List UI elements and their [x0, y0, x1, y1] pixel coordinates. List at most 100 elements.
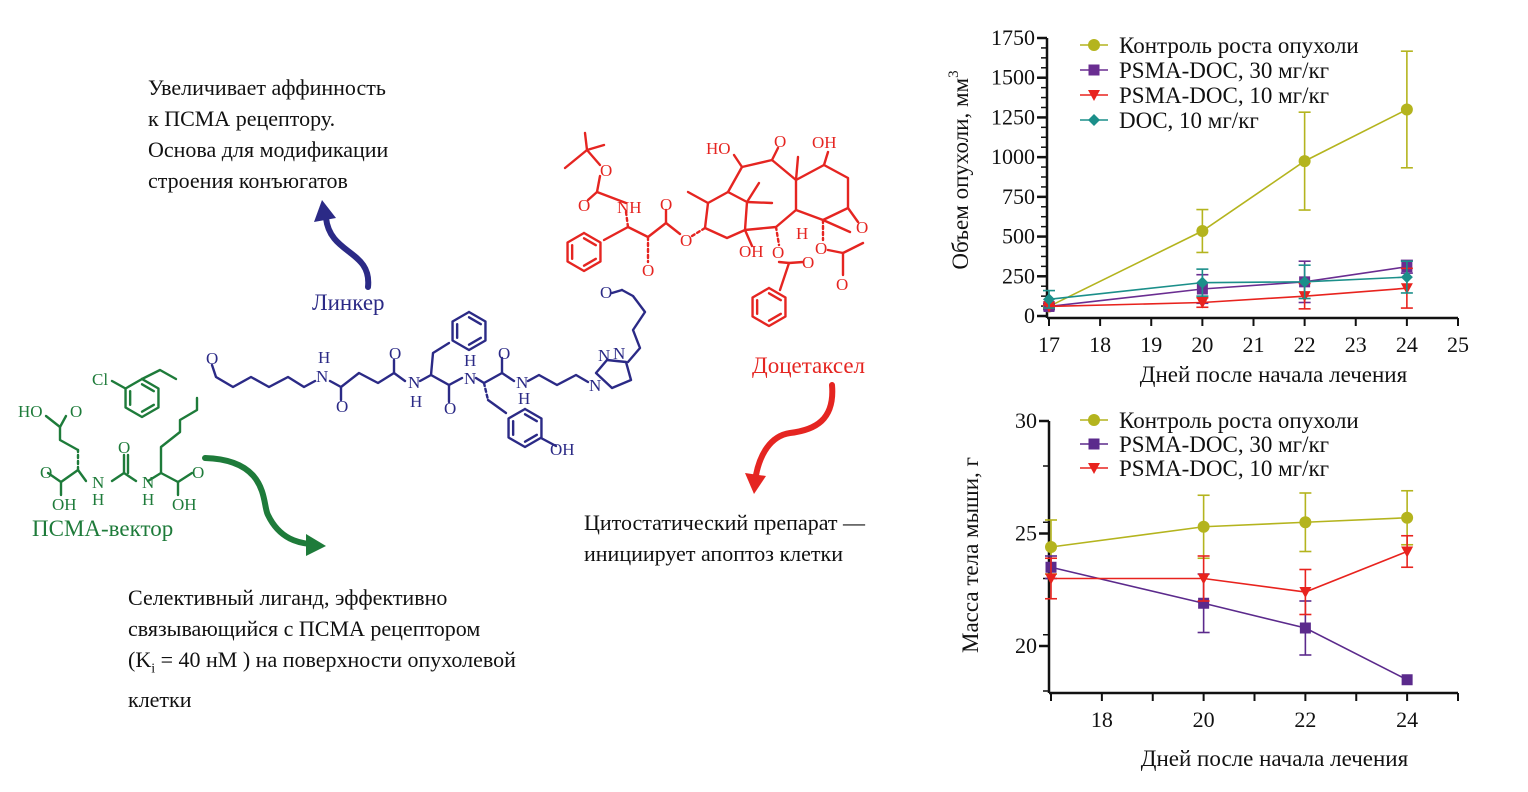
legend-label: Контроль роста опухоли [1119, 408, 1359, 433]
linker-note: Увеличивает аффинность к ПСМА рецептору.… [148, 72, 388, 196]
red-label: O [600, 161, 612, 180]
legend-label: Контроль роста опухоли [1119, 33, 1359, 58]
bond [770, 146, 780, 162]
series-line [1050, 566, 1408, 681]
navy-label: H [410, 392, 422, 411]
aromatic-bond [523, 413, 539, 423]
vector-note-line: связывающийся с ПСМА рецептором [128, 616, 481, 641]
docetaxel-arrowhead [745, 473, 766, 494]
green-label: OH [172, 495, 197, 514]
docetaxel-note-line: инициирует апоптоз клетки [584, 541, 843, 566]
bond [486, 398, 508, 415]
aromatic-bond [467, 316, 483, 326]
navy-label: N [464, 369, 476, 388]
green-label: OH [52, 495, 77, 514]
y-tick-label: 20 [1015, 633, 1037, 658]
series-1 [1045, 555, 1413, 686]
legend-item: DOC, 10 мг/кг [1080, 108, 1259, 133]
triangle-down-marker [1299, 587, 1312, 598]
bond [586, 190, 599, 202]
aromatic-bond [140, 403, 156, 413]
x-tick-label: 20 [1193, 707, 1215, 732]
navy-label: N [589, 376, 601, 395]
bond [563, 131, 589, 170]
series-line [1048, 108, 1408, 308]
green-label: H [142, 490, 154, 509]
bond [585, 143, 606, 152]
navy-label: H [518, 389, 530, 408]
bond [778, 261, 791, 292]
legend-label: PSMA-DOC, 30 мг/кг [1119, 432, 1329, 457]
bond [328, 371, 407, 389]
series-2 [1045, 534, 1414, 616]
red-label: OH [812, 133, 837, 152]
green-label: N [142, 473, 154, 492]
legend-item: PSMA-DOC, 10 мг/кг [1080, 83, 1329, 108]
bond [526, 373, 590, 387]
green-label: N [92, 473, 104, 492]
bond [46, 468, 88, 484]
aromatic-bond [582, 237, 598, 247]
navy-label: O [206, 349, 218, 368]
square-marker [1198, 597, 1210, 609]
series-line [1048, 265, 1407, 308]
navy-label: H [464, 351, 476, 370]
bond [159, 471, 194, 484]
bond [418, 373, 464, 387]
navy-label: N [598, 346, 610, 365]
series-0 [1045, 489, 1414, 575]
vector-arrowhead [306, 534, 326, 556]
x-tick-label: 23 [1345, 332, 1367, 357]
circle-marker [1197, 520, 1210, 533]
navy-label: O [336, 397, 348, 416]
y-tick-label: 250 [1002, 263, 1035, 288]
triangle-down-marker [1045, 573, 1057, 585]
green-label: H [92, 490, 104, 509]
legend-item: PSMA-DOC, 10 мг/кг [1080, 456, 1329, 481]
y-tick-label: 1500 [991, 65, 1035, 90]
bond [610, 288, 624, 295]
x-tick-label: 25 [1447, 332, 1469, 357]
square-marker [1088, 64, 1100, 76]
docetaxel-note: Цитостатический препарат — инициирует ап… [584, 507, 865, 569]
stereo-bond [482, 381, 490, 402]
series-3 [1043, 260, 1413, 309]
bond [826, 241, 865, 255]
bond [429, 341, 451, 377]
red-label: O [680, 231, 692, 250]
c-ring [794, 163, 850, 222]
docetaxel-label: Доцетаксел [752, 353, 866, 378]
stereo-bond [774, 225, 781, 247]
aromatic-bond [523, 433, 539, 443]
linker-label: Линкер [312, 290, 385, 315]
bond [794, 155, 800, 182]
aromatic-bond [467, 336, 483, 346]
green-label: O [40, 463, 52, 482]
linker-note-line: Увеличивает аффинность [148, 75, 386, 100]
y-axis-label: Объем опухоли, мм3 [946, 70, 973, 269]
x-tick-label: 17 [1038, 332, 1060, 357]
y-axis-label-text: Объем опухоли, мм [948, 77, 973, 269]
diamond-marker [1400, 271, 1413, 284]
circle-marker [1045, 541, 1057, 553]
stereo-bond [624, 210, 630, 229]
square-marker [1088, 438, 1100, 450]
legend-label: PSMA-DOC, 30 мг/кг [1119, 58, 1329, 83]
legend-label: PSMA-DOC, 10 мг/кг [1119, 83, 1329, 108]
circle-marker [1299, 516, 1312, 529]
bond [732, 153, 744, 169]
x-tick-label: 19 [1140, 332, 1162, 357]
triazole-ring [594, 358, 633, 390]
linker-note-line: Основа для модификации [148, 137, 389, 162]
vector-note: Селективный лиганд, эффективно связывающ… [128, 582, 516, 715]
series-line [1050, 516, 1408, 548]
x-tick-label: 21 [1243, 332, 1265, 357]
navy-label: O [444, 399, 456, 418]
linker-chain [210, 363, 317, 389]
red-label: OH [739, 242, 764, 261]
series-line [1048, 276, 1407, 301]
phenyl-ring [566, 231, 602, 273]
red-label: H [796, 224, 808, 243]
